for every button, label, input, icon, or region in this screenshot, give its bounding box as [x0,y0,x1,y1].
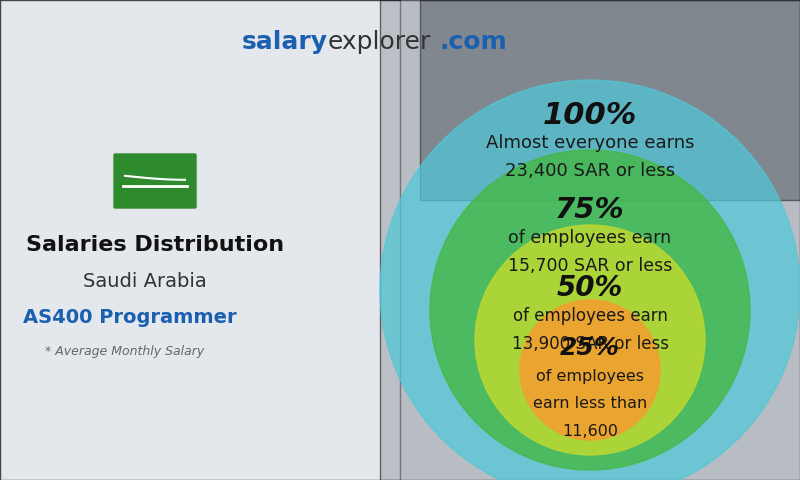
FancyBboxPatch shape [420,0,800,200]
Circle shape [520,300,660,440]
Text: AS400 Programmer: AS400 Programmer [23,308,237,327]
Text: 15,700 SAR or less: 15,700 SAR or less [508,257,672,275]
Text: salary: salary [242,30,328,54]
Text: 50%: 50% [557,274,623,302]
Text: Saudi Arabia: Saudi Arabia [83,272,207,291]
Text: 13,900 SAR or less: 13,900 SAR or less [511,335,669,353]
Circle shape [380,80,800,480]
Text: of employees: of employees [536,369,644,384]
Text: Almost everyone earns: Almost everyone earns [486,134,694,152]
FancyBboxPatch shape [113,153,197,209]
Text: of employees earn: of employees earn [513,307,667,325]
Text: * Average Monthly Salary: * Average Monthly Salary [46,345,205,358]
Text: 25%: 25% [560,336,620,360]
FancyBboxPatch shape [0,0,400,480]
FancyBboxPatch shape [380,0,800,480]
Text: 23,400 SAR or less: 23,400 SAR or less [505,162,675,180]
Text: explorer: explorer [328,30,431,54]
Circle shape [430,150,750,470]
Text: of employees earn: of employees earn [509,229,671,247]
Text: 75%: 75% [555,196,625,224]
Text: earn less than: earn less than [533,396,647,411]
Text: 100%: 100% [543,100,637,130]
Text: 11,600: 11,600 [562,424,618,440]
Text: .com: .com [440,30,508,54]
Circle shape [475,225,705,455]
Text: Salaries Distribution: Salaries Distribution [26,235,284,255]
